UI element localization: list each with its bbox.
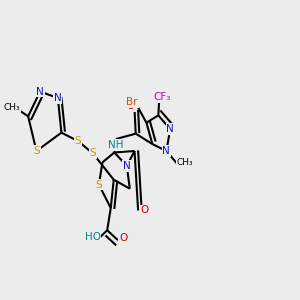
Text: CH₃: CH₃ (176, 158, 193, 167)
Text: O: O (127, 101, 135, 111)
Text: S: S (90, 148, 96, 158)
Text: N: N (36, 86, 44, 97)
Text: S: S (33, 146, 40, 156)
Text: N: N (166, 124, 174, 134)
Text: O: O (119, 233, 128, 243)
Text: N: N (54, 93, 62, 103)
Text: NH: NH (108, 140, 124, 150)
Text: N: N (123, 161, 131, 171)
Text: CF₃: CF₃ (154, 92, 171, 102)
Text: S: S (96, 180, 102, 190)
Text: N: N (163, 146, 170, 156)
Text: CH₃: CH₃ (4, 103, 20, 112)
Text: O: O (140, 206, 149, 215)
Text: Br: Br (126, 98, 138, 107)
Text: HO: HO (85, 232, 101, 242)
Text: S: S (75, 136, 81, 146)
